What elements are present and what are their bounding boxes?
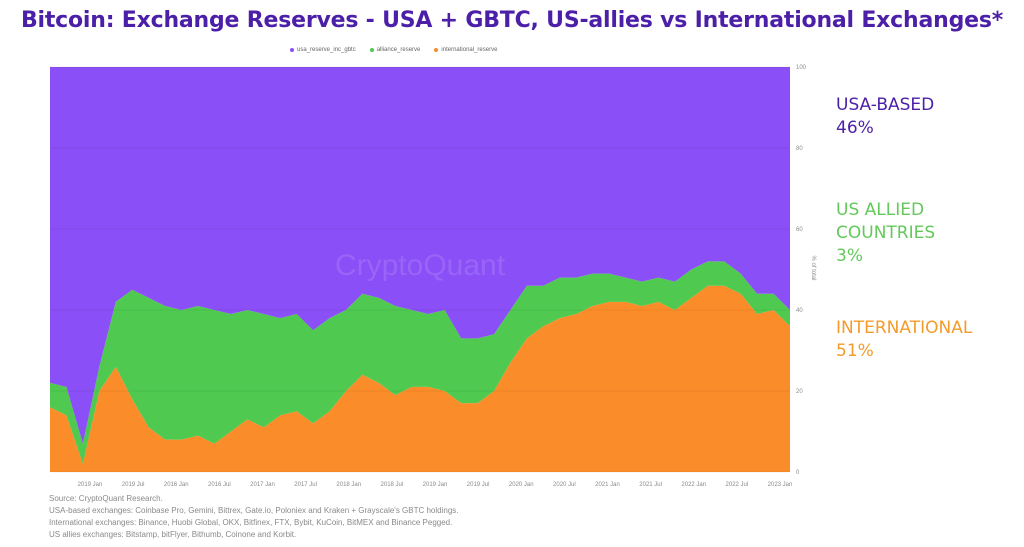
area-international_reserve[interactable] [50, 285, 790, 472]
x-axis: 2019 Jan 2019 Jul 2016 Jan 2016 Jul 2017 Jan… [78, 482, 793, 488]
legend-label-usa: usa_reserve_inc_gbtc [297, 47, 356, 53]
label-usa-title: USA-BASED [836, 95, 935, 115]
label-usa-based: USA-BASED 46% [836, 94, 934, 140]
area-alliance_reserve[interactable] [50, 261, 790, 464]
x-tick-label: 2020 Jan [509, 482, 534, 488]
legend-label-international: international_reserve [441, 47, 498, 53]
watermark-text: CryptoQuant [335, 249, 506, 282]
label-usa-pct: 46% [836, 118, 874, 138]
footer-intl-note: International exchanges: Binance, Huobi … [49, 518, 453, 527]
legend-item-alliance[interactable]: alliance_reserve [369, 47, 421, 53]
legend-dot-usa [290, 48, 294, 52]
plot-areas [50, 67, 790, 472]
label-intl-pct: 51% [836, 341, 874, 361]
label-allied-title2: COUNTRIES [836, 223, 936, 243]
label-allied-pct: 3% [836, 246, 863, 266]
x-tick-label: 2016 Jan [164, 482, 189, 488]
label-intl-title: INTERNATIONAL [836, 318, 973, 338]
legend-dot-international [434, 48, 439, 52]
x-tick-label: 2022 Jul [726, 482, 749, 488]
footer-notes: Source: CryptoQuant Research. USA-based … [49, 493, 459, 541]
area-usa_reserve_inc_gbtc[interactable] [50, 67, 790, 444]
x-tick-label: 2019 Jul [467, 482, 490, 488]
x-tick-label: 2022 Jan [681, 482, 706, 488]
y-tick-label: 100 [796, 65, 807, 71]
y-tick-label: 0 [796, 470, 800, 476]
legend-item-international[interactable]: international_reserve [434, 47, 497, 53]
y-tick-label: 20 [796, 389, 803, 395]
x-tick-label: 2019 Jan [423, 482, 448, 488]
y-tick-label: 80 [796, 146, 803, 152]
x-tick-label: 2023 Jan [768, 482, 793, 488]
x-tick-label: 2017 Jan [250, 482, 275, 488]
y-tick-label: 40 [796, 308, 803, 314]
label-us-allied: US ALLIED COUNTRIES 3% [836, 199, 935, 268]
chart-legend: usa_reserve_inc_gbtc alliance_reserve in… [290, 47, 497, 53]
x-tick-label: 2017 Jul [294, 482, 317, 488]
legend-dot-alliance [369, 48, 374, 52]
y-axis: 0 20 40 60 80 100 [50, 65, 807, 476]
x-tick-label: 2019 Jul [122, 482, 145, 488]
x-tick-label: 2021 Jan [595, 482, 620, 488]
legend-item-usa[interactable]: usa_reserve_inc_gbtc [290, 47, 356, 53]
x-tick-label: 2021 Jul [639, 482, 662, 488]
footer-allies-note: US allies exchanges: Bitstamp, bitFlyer,… [49, 530, 297, 539]
x-tick-label: 2018 Jul [381, 482, 404, 488]
chart-title: Bitcoin: Exchange Reserves - USA + GBTC,… [20, 8, 1004, 33]
y-axis-label: % of total [810, 255, 816, 280]
label-international: INTERNATIONAL 51% [836, 317, 972, 363]
footer-source: Source: CryptoQuant Research. [49, 494, 163, 503]
legend-label-alliance: alliance_reserve [376, 47, 421, 53]
footer-usa-note: USA-based exchanges: Coinbase Pro, Gemin… [49, 506, 459, 515]
x-tick-label: 2018 Jan [336, 482, 361, 488]
x-tick-label: 2016 Jul [208, 482, 231, 488]
y-tick-label: 60 [796, 227, 803, 233]
x-tick-label: 2020 Jul [553, 482, 576, 488]
label-allied-title1: US ALLIED [836, 200, 925, 220]
x-tick-label: 2019 Jan [78, 482, 103, 488]
